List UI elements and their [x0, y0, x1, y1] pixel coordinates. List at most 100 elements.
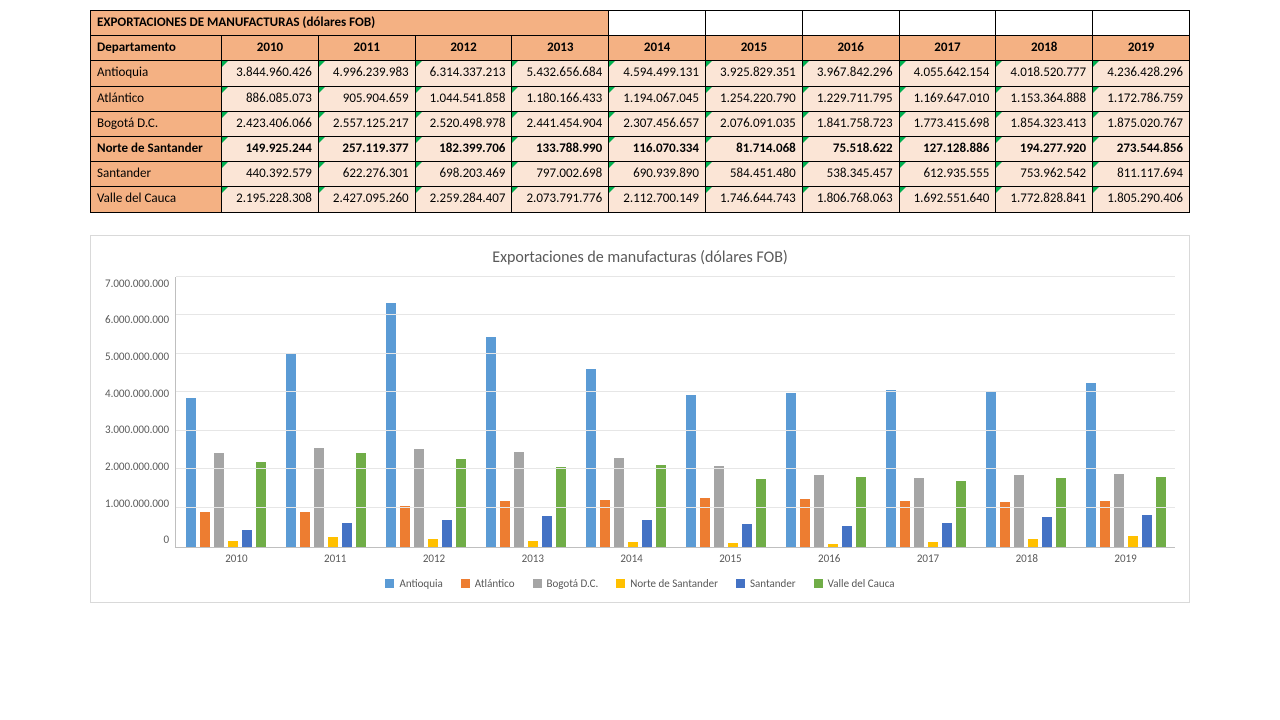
value-cell: 4.594.499.131 [609, 61, 706, 86]
legend-swatch [385, 579, 394, 588]
gridline [176, 314, 1175, 315]
bar [1028, 539, 1038, 546]
legend-swatch [533, 579, 542, 588]
x-tick-label: 2014 [582, 548, 681, 565]
value-cell: 6.314.337.213 [415, 61, 512, 86]
chart-plot-area [175, 277, 1175, 548]
col-header-year: 2017 [899, 36, 996, 61]
legend-label: Atlántico [475, 577, 515, 590]
bar [200, 512, 210, 546]
table-title-blank [609, 11, 706, 36]
col-header-department: Departamento [91, 36, 222, 61]
value-cell: 1.169.647.010 [899, 86, 996, 111]
value-cell: 698.203.469 [415, 162, 512, 187]
legend-label: Antioquia [399, 577, 442, 590]
legend-item: Santander [736, 577, 796, 590]
value-cell: 2.112.700.149 [609, 187, 706, 212]
x-tick-label: 2013 [483, 548, 582, 565]
bar [728, 543, 738, 546]
bar [856, 477, 866, 547]
x-tick-label: 2016 [780, 548, 879, 565]
value-cell: 1.254.220.790 [705, 86, 802, 111]
value-cell: 1.805.290.406 [1093, 187, 1190, 212]
value-cell: 2.073.791.776 [512, 187, 609, 212]
bar [656, 465, 666, 546]
y-tick-label: 7.000.000.000 [105, 277, 169, 290]
x-tick-label: 2011 [286, 548, 385, 565]
bar [400, 506, 410, 546]
value-cell: 905.904.659 [318, 86, 415, 111]
table-row: Valle del Cauca2.195.228.3082.427.095.26… [91, 187, 1190, 212]
legend-item: Valle del Cauca [814, 577, 895, 590]
bar [1114, 474, 1124, 546]
bar [186, 398, 196, 546]
bar [542, 516, 552, 547]
legend-label: Bogotá D.C. [547, 577, 599, 590]
chart-legend: AntioquiaAtlánticoBogotá D.C.Norte de Sa… [105, 577, 1175, 590]
col-header-year: 2011 [318, 36, 415, 61]
value-cell: 182.399.706 [415, 136, 512, 161]
y-tick-label: 6.000.000.000 [105, 313, 169, 326]
x-tick-label: 2012 [385, 548, 484, 565]
legend-swatch [736, 579, 745, 588]
legend-label: Valle del Cauca [828, 577, 895, 590]
bar [786, 393, 796, 546]
value-cell: 612.935.555 [899, 162, 996, 187]
bar [328, 537, 338, 547]
value-cell: 2.427.095.260 [318, 187, 415, 212]
bar [256, 462, 266, 547]
value-cell: 4.236.428.296 [1093, 61, 1190, 86]
bar [486, 337, 496, 547]
value-cell: 690.939.890 [609, 162, 706, 187]
table-title: EXPORTACIONES DE MANUFACTURAS (dólares F… [91, 11, 609, 36]
value-cell: 127.128.886 [899, 136, 996, 161]
bar [386, 303, 396, 547]
chart-y-axis: 7.000.000.0006.000.000.0005.000.000.0004… [105, 277, 175, 547]
gridline [176, 353, 1175, 354]
value-cell: 75.518.622 [802, 136, 899, 161]
bar [756, 479, 766, 546]
table-row: Bogotá D.C.2.423.406.0662.557.125.2172.5… [91, 111, 1190, 136]
table-row: Norte de Santander149.925.244257.119.377… [91, 136, 1190, 161]
dept-cell: Antioquia [91, 61, 222, 86]
bar [356, 453, 366, 547]
value-cell: 1.194.067.045 [609, 86, 706, 111]
bar [300, 512, 310, 547]
bar [214, 453, 224, 546]
y-tick-label: 4.000.000.000 [105, 387, 169, 400]
y-tick-label: 1.000.000.000 [105, 497, 169, 510]
value-cell: 1.875.020.767 [1093, 111, 1190, 136]
bar [842, 526, 852, 547]
value-cell: 1.172.786.759 [1093, 86, 1190, 111]
table-title-blank [899, 11, 996, 36]
chart-title: Exportaciones de manufacturas (dólares F… [105, 248, 1175, 267]
value-cell: 194.277.920 [996, 136, 1093, 161]
legend-label: Santander [750, 577, 796, 590]
gridline [176, 276, 1175, 277]
export-chart: Exportaciones de manufacturas (dólares F… [90, 235, 1190, 603]
legend-item: Antioquia [385, 577, 442, 590]
value-cell: 2.441.454.904 [512, 111, 609, 136]
value-cell: 4.018.520.777 [996, 61, 1093, 86]
bar [1000, 502, 1010, 546]
bar [314, 448, 324, 547]
dept-cell: Bogotá D.C. [91, 111, 222, 136]
table-row: Atlántico886.085.073905.904.6591.044.541… [91, 86, 1190, 111]
col-header-year: 2016 [802, 36, 899, 61]
x-tick-label: 2019 [1076, 548, 1175, 565]
value-cell: 1.772.828.841 [996, 187, 1093, 212]
bar [828, 544, 838, 547]
value-cell: 116.070.334 [609, 136, 706, 161]
col-header-year: 2019 [1093, 36, 1190, 61]
bar [456, 459, 466, 546]
dept-cell: Santander [91, 162, 222, 187]
legend-swatch [461, 579, 470, 588]
value-cell: 2.195.228.308 [222, 187, 319, 212]
gridline [176, 430, 1175, 431]
value-cell: 753.962.542 [996, 162, 1093, 187]
value-cell: 2.076.091.035 [705, 111, 802, 136]
bar [642, 520, 652, 547]
dept-cell: Norte de Santander [91, 136, 222, 161]
bar [956, 481, 966, 546]
col-header-year: 2014 [609, 36, 706, 61]
